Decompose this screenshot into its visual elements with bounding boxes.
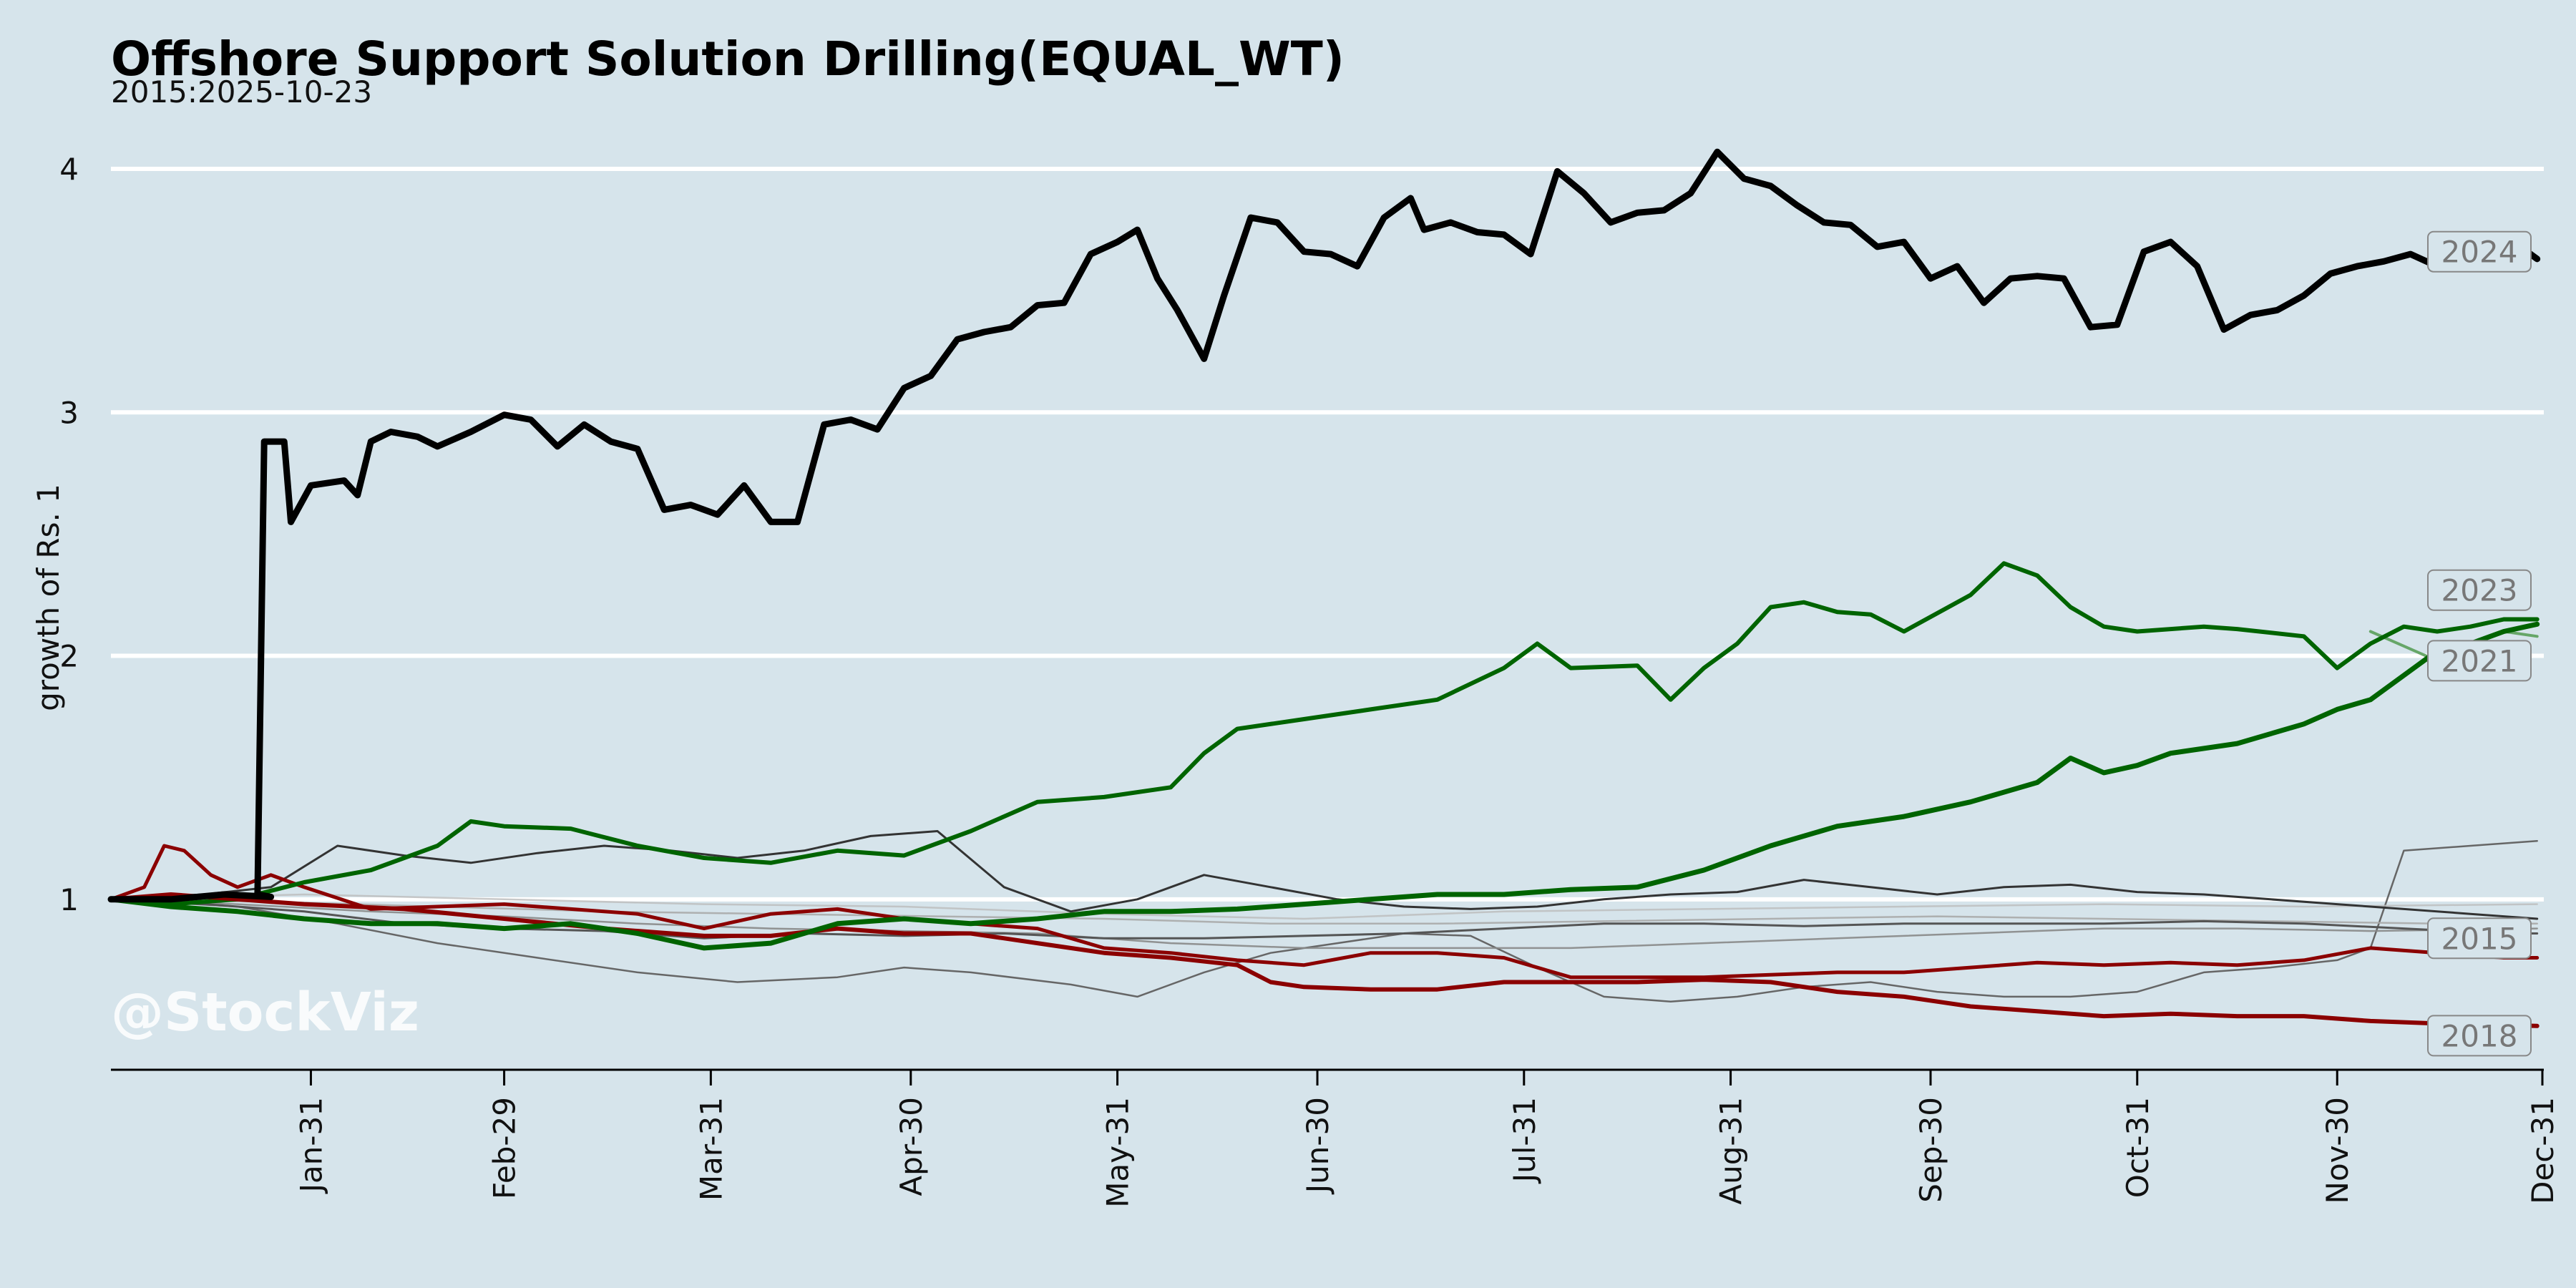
y-tick-label: 4	[59, 152, 79, 187]
y-tick-label: 1	[59, 882, 79, 917]
y-axis: 1 2 3 4	[59, 152, 79, 917]
year-label-2018: 2018	[2441, 1018, 2518, 1053]
year-labels: 2024 2023 2021 2015 2018	[2427, 230, 2532, 1057]
x-tick-label: Jun-30	[1300, 1097, 1335, 1195]
year-label-box	[2427, 917, 2532, 960]
x-tick-label: Apr-30	[894, 1097, 929, 1196]
x-tick-label: Jul-31	[1507, 1097, 1542, 1184]
x-axis: Jan-31 Feb-29 Mar-31 Apr-30 May-31 Jun-30 Jul-…	[111, 1068, 2560, 1208]
year-label-box	[2427, 1015, 2532, 1057]
year-label-2023: 2023	[2441, 573, 2518, 608]
x-tick-label: May-31	[1101, 1097, 1136, 1208]
year-label-box	[2427, 569, 2532, 611]
series-line-other-4	[109, 898, 2538, 925]
year-label-box	[2427, 230, 2532, 273]
series-line-2024	[107, 148, 2541, 903]
year-label-box	[2427, 640, 2532, 682]
year-label-2024: 2024	[2441, 235, 2518, 270]
watermark: @StockViz	[111, 982, 419, 1043]
year-label-2021: 2021	[2441, 643, 2518, 678]
chart-title: Offshore Support Solution Drilling(EQUAL…	[111, 31, 1345, 87]
y-axis-label: growth of Rs. 1	[31, 484, 66, 711]
series-line-2023	[109, 561, 2540, 907]
series-lines	[107, 148, 2541, 1028]
grid-lines	[111, 167, 2544, 902]
year-label-2015: 2015	[2441, 921, 2518, 956]
x-tick-label: Feb-29	[487, 1097, 522, 1199]
x-tick-label: Nov-30	[2320, 1097, 2355, 1204]
series-line-2021	[108, 621, 2540, 951]
chart-subtitle: 2015:2025-10-23	[111, 74, 372, 109]
x-tick-label: Sep-30	[1913, 1097, 1948, 1203]
x-tick-label: Aug-31	[1714, 1097, 1749, 1205]
series-line-other-red	[109, 844, 2540, 980]
y-tick-label: 2	[59, 639, 79, 674]
series-line-other-3	[109, 898, 2538, 950]
y-tick-label: 3	[59, 395, 79, 430]
series-line-other-5	[109, 893, 2538, 920]
x-tick-label: Jan-31	[293, 1097, 328, 1194]
x-tick-label: Mar-31	[693, 1097, 728, 1201]
series-line-other-2	[109, 839, 2538, 1002]
x-tick-label: Oct-31	[2120, 1097, 2155, 1198]
x-tick-label: Dec-31	[2525, 1097, 2560, 1204]
